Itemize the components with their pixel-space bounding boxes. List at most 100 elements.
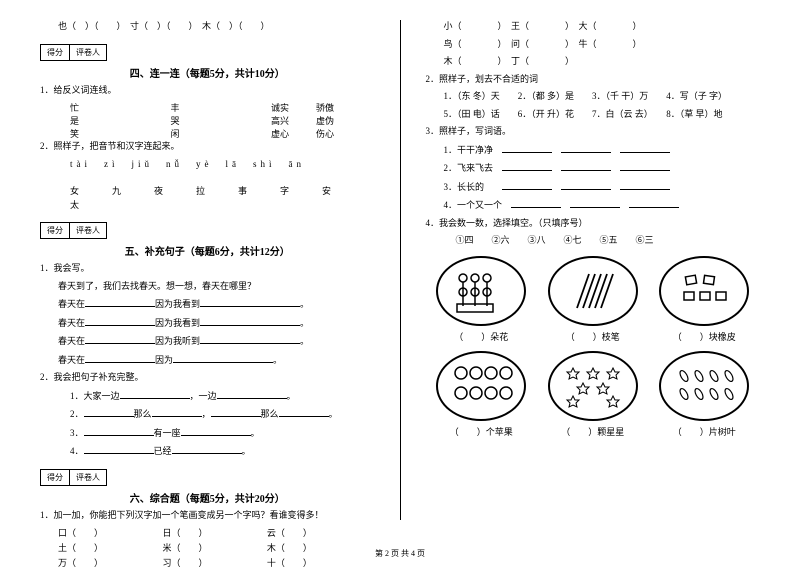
ant: 虚伪 — [316, 116, 334, 126]
prefix: 春天在 — [58, 299, 85, 309]
s4-q1: 1．给反义词连线。 — [40, 84, 375, 98]
r-q3-4: 4．一个又一个 — [426, 198, 761, 213]
prefix: 春天在 — [58, 318, 85, 328]
s6-q1: 1．加一加，你能把下列汉字加一个笔画变成另一个字吗？看谁变得多！ — [40, 509, 375, 523]
t: 1．大家一边 — [70, 391, 120, 401]
t: ， — [202, 409, 211, 419]
r-q2-items2: 5．（田 电）话 6．（开 升）花 7．白（云 去） 8．（草 早）地 — [426, 108, 761, 122]
s5-s2: 2．那么，那么。 — [40, 407, 375, 422]
t: 已经 — [154, 446, 172, 456]
t: ，一边 — [190, 391, 217, 401]
r-row1b: 鸟（ ） 问（ ） 牛（ ） — [426, 38, 761, 52]
top-chars: 也（ ）（ ） 寸（ ）（ ） 木（ ）（ ） — [40, 20, 375, 34]
hanzi-row: 女 九 夜 拉 事 字 安 太 — [40, 185, 375, 212]
antonym-row-3: 笑 闲 虚心 伤心 — [40, 127, 375, 140]
t: 2．飞来飞去 — [444, 163, 494, 173]
cg: 云（ ） — [267, 526, 371, 539]
ant: 哭 — [170, 114, 270, 127]
ant: 高兴 — [271, 116, 289, 126]
score-label: 得分 — [41, 45, 70, 60]
s5-l4: 春天在因为。 — [40, 353, 375, 368]
grader-label: 评卷人 — [70, 470, 106, 485]
s5-l3: 春天在因为我听到。 — [40, 334, 375, 349]
column-divider — [400, 20, 401, 520]
t: 3．长长的 — [444, 182, 485, 192]
r-q3-2: 2．飞来飞去 — [426, 161, 761, 176]
image-row-2: （ ）个苹果 — [426, 351, 761, 438]
ant: 是 — [70, 114, 170, 127]
r-q3-3: 3．长长的 — [426, 180, 761, 195]
prefix: 春天在 — [58, 355, 85, 365]
t: 4． — [70, 446, 84, 456]
r-row1a: 小（ ） 王（ ） 大（ ） — [426, 20, 761, 34]
cell-erasers: （ ）块橡皮 — [654, 256, 754, 343]
s5-q2: 2．我会把句子补充完整。 — [40, 371, 375, 385]
erasers-icon — [659, 256, 749, 326]
caption: （ ）枝笔 — [543, 330, 643, 343]
left-column: 也（ ）（ ） 寸（ ）（ ） 木（ ）（ ） 得分 评卷人 四、连一连（每题5… — [40, 20, 375, 520]
ant: 忙 — [70, 101, 170, 114]
antonym-row-1: 忙 丰 诚实 骄傲 — [40, 101, 375, 114]
t: 3． — [70, 428, 84, 438]
caption: （ ）颗星星 — [543, 425, 643, 438]
right-column: 小（ ） 王（ ） 大（ ） 鸟（ ） 问（ ） 牛（ ） 木（ ） 丁（ ） … — [426, 20, 761, 520]
cell-flowers: （ ）朵花 — [431, 256, 531, 343]
r-q4: 4．我会数一数，选择填空。（只填序号） — [426, 217, 761, 231]
s4-q2: 2．照样子，把音节和汉字连起来。 — [40, 140, 375, 154]
image-row-1: （ ）朵花 （ ）枝笔 — [426, 256, 761, 343]
prefix: 春天在 — [58, 336, 85, 346]
section4-title: 四、连一连（每题5分，共计10分） — [40, 65, 375, 80]
s5-l2: 春天在因为我看到。 — [40, 316, 375, 331]
ant: 骄傲 — [316, 103, 334, 113]
s5-s4: 4．已经。 — [40, 444, 375, 459]
r-q4-opts: ①四 ②六 ③八 ④七 ⑤五 ⑥三 — [426, 234, 761, 248]
r-q3-1: 1．干干净净 — [426, 143, 761, 158]
s5-s1: 1．大家一边，一边。 — [40, 389, 375, 404]
ant: 虚心 — [271, 129, 289, 139]
mid: 因为我看到 — [155, 318, 200, 328]
r-q2: 2．照样子，划去不合适的词 — [426, 73, 761, 87]
caption: （ ）个苹果 — [431, 425, 531, 438]
r-q3: 3．照样子，写词语。 — [426, 125, 761, 139]
grader-label: 评卷人 — [70, 45, 106, 60]
page-footer: 第 2 页 共 4 页 — [0, 548, 800, 559]
ant: 笑 — [70, 127, 170, 140]
grader-label: 评卷人 — [70, 223, 106, 238]
caption: （ ）朵花 — [431, 330, 531, 343]
score-box-4: 得分 评卷人 — [40, 44, 107, 61]
apples-icon — [436, 351, 526, 421]
mid: 因为我看到 — [155, 299, 200, 309]
score-label: 得分 — [41, 223, 70, 238]
cg: 口（ ） — [58, 526, 162, 539]
t: 那么 — [261, 409, 279, 419]
cell-stars: （ ）颗星星 — [543, 351, 643, 438]
caption: （ ）块橡皮 — [654, 330, 754, 343]
stars-icon — [548, 351, 638, 421]
t: 1．干干净净 — [444, 145, 494, 155]
section5-title: 五、补充句子（每题6分，共计12分） — [40, 243, 375, 258]
cell-leaves: （ ）片树叶 — [654, 351, 754, 438]
score-box-5: 得分 评卷人 — [40, 222, 107, 239]
flowers-icon — [436, 256, 526, 326]
t: 2． — [70, 409, 84, 419]
cell-pencils: （ ）枝笔 — [543, 256, 643, 343]
ant: 闲 — [170, 127, 270, 140]
s5-l1: 春天在因为我看到。 — [40, 297, 375, 312]
section6-title: 六、综合题（每题5分，共计20分） — [40, 490, 375, 505]
t: 有一座 — [154, 428, 181, 438]
mid: 因为我听到 — [155, 336, 200, 346]
s5-intro: 春天到了，我们去找春天。想一想，春天在哪里？ — [40, 280, 375, 294]
pencils-icon — [548, 256, 638, 326]
cell-apples: （ ）个苹果 — [431, 351, 531, 438]
r-q2-items: 1．（东 冬）天 2．（都 多）是 3．（千 干）万 4．写（子 字） — [426, 90, 761, 104]
antonym-row-2: 是 哭 高兴 虚伪 — [40, 114, 375, 127]
ant: 丰 — [170, 101, 270, 114]
r-row1c: 木（ ） 丁（ ） — [426, 55, 761, 69]
leaves-icon — [659, 351, 749, 421]
t: 那么 — [134, 409, 152, 419]
pinyin-row: tài zì jiǔ nǚ yè lā shì ān — [40, 158, 375, 172]
score-box-6: 得分 评卷人 — [40, 469, 107, 486]
cg: 日（ ） — [162, 526, 266, 539]
score-label: 得分 — [41, 470, 70, 485]
s5-s3: 3．有一座。 — [40, 426, 375, 441]
